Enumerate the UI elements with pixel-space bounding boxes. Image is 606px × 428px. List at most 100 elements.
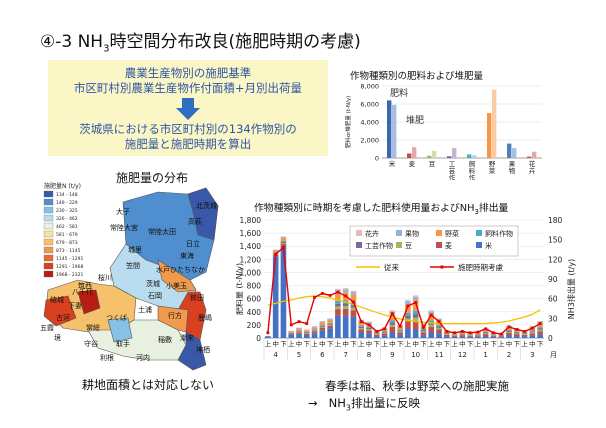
map-place-label: 八千代 [72,287,93,296]
bar-segment-麦 [280,244,287,247]
bar-segment-果物 [280,236,287,238]
map-place-label: 笠間 [126,261,140,270]
bar-segment-豆 [529,332,536,334]
map-legend-swatch [43,214,54,222]
bar-segment-麦 [412,320,419,330]
bar-segment-飼料作物 [537,327,543,329]
legend-point [440,265,444,269]
map-region-yachiyo [77,289,101,315]
map-legend-swatch [43,198,54,206]
bar-肥料 [387,100,392,158]
y-tick-label: 1,600 [240,229,262,238]
line-point [266,331,270,335]
bar-segment-野菜 [405,304,411,313]
bar-segment-麦 [358,329,365,333]
x-third-label: 上 [451,339,458,348]
bar-segment-飼料作物 [529,330,536,332]
bar-segment-野菜 [288,331,295,333]
bar-segment-果物 [342,289,349,293]
bar-segment-豆 [350,307,357,311]
y-tick-label: 800 [247,282,262,291]
bar-segment-豆 [280,242,287,245]
bar-堆肥 [392,104,397,158]
bar-segment-麦 [529,333,536,336]
map-place-label: 潮来 [180,333,194,342]
x-month-label: 6 [320,351,325,359]
bar-segment-米 [272,256,279,338]
bar-segment-米 [327,328,333,338]
y-tick-label: 8,000 [360,83,379,91]
bar-segment-飼料作物 [296,330,302,331]
x-tick-label: 卉 [529,166,536,175]
map-region-takahagi [187,187,219,241]
bar-segment-野菜 [350,294,357,303]
bar-segment-米 [335,315,341,338]
legend-label: 従来 [384,262,399,272]
x-tick-label: 芸 [449,166,456,175]
bar-segment-工芸作物 [443,333,450,335]
line-施肥時期考慮 [267,246,541,335]
map-place-label: 利根 [100,353,114,362]
map-legend-label: 462 - 581 [56,224,78,230]
bar-肥料 [527,156,532,158]
bar-segment-麦 [373,334,380,337]
map-heading: 施肥量の分布 [116,171,189,185]
bar-segment-米 [288,334,295,338]
bar-segment-飼料作物 [303,331,310,333]
x-tick-label: 作 [469,173,476,180]
map-place-label: 東海 [180,251,194,260]
process-line-2: 市区町村別農業生産物作付面積+月別出荷量 [73,81,303,95]
bar-segment-米 [265,336,271,338]
x-third-label: 中 [389,339,396,348]
bar-segment-果物 [420,324,427,326]
bar-segment-麦 [350,310,357,317]
line-point [336,290,340,294]
line-point [460,330,464,333]
x-month-label: 5 [297,351,301,359]
map-place-label: 結城 [50,295,64,304]
x-third-label: 中 [529,339,536,348]
bar-segment-花卉 [405,299,411,302]
bar-segment-果物 [272,249,279,251]
y-tick-label: 0 [256,334,261,343]
x-third-label: 上 [288,339,295,348]
bar-堆肥 [472,155,477,158]
bar-segment-豆 [420,331,427,333]
x-tick-label: 野 [489,160,496,168]
bar-segment-飼料作物 [319,325,326,327]
bar-segment-米 [319,330,326,338]
bar-segment-麦 [521,334,528,337]
bar-segment-飼料作物 [280,240,287,242]
x-third-label: 下 [374,340,381,348]
bar-segment-工芸作物 [405,315,411,319]
line-point [429,313,433,317]
map-place-label: 稲敷 [158,335,172,344]
line-point [383,327,386,331]
x-third-label: 中 [342,339,349,348]
footer-line-1: 春季は稲、秋季は野菜への施肥実施 [325,379,509,393]
line-point [274,252,278,256]
bar-segment-果物 [319,321,326,323]
bar-segment-豆 [537,329,543,332]
bar-segment-豆 [475,334,481,336]
bar-segment-豆 [335,306,341,310]
bar-segment-花卉 [350,290,357,293]
legend-label: 米 [485,241,492,250]
bar-堆肥 [532,151,537,158]
x-tick-label: 果 [509,160,516,168]
y-tick-label: 6,000 [360,101,379,109]
bar-segment-工芸作物 [482,332,489,334]
map-place-label: 石岡 [148,292,162,300]
bar-segment-工芸作物 [506,331,512,333]
bar-segment-工芸作物 [303,332,310,334]
bar-segment-麦 [467,335,473,337]
bar-segment-野菜 [482,329,489,332]
line-point [414,301,418,304]
bar-segment-花卉 [537,320,543,322]
line-point [422,326,425,329]
bar-segment-豆 [436,327,442,330]
bar-segment-飼料作物 [405,312,411,316]
map-legend-swatch [43,206,54,214]
bar-segment-米 [482,336,489,338]
